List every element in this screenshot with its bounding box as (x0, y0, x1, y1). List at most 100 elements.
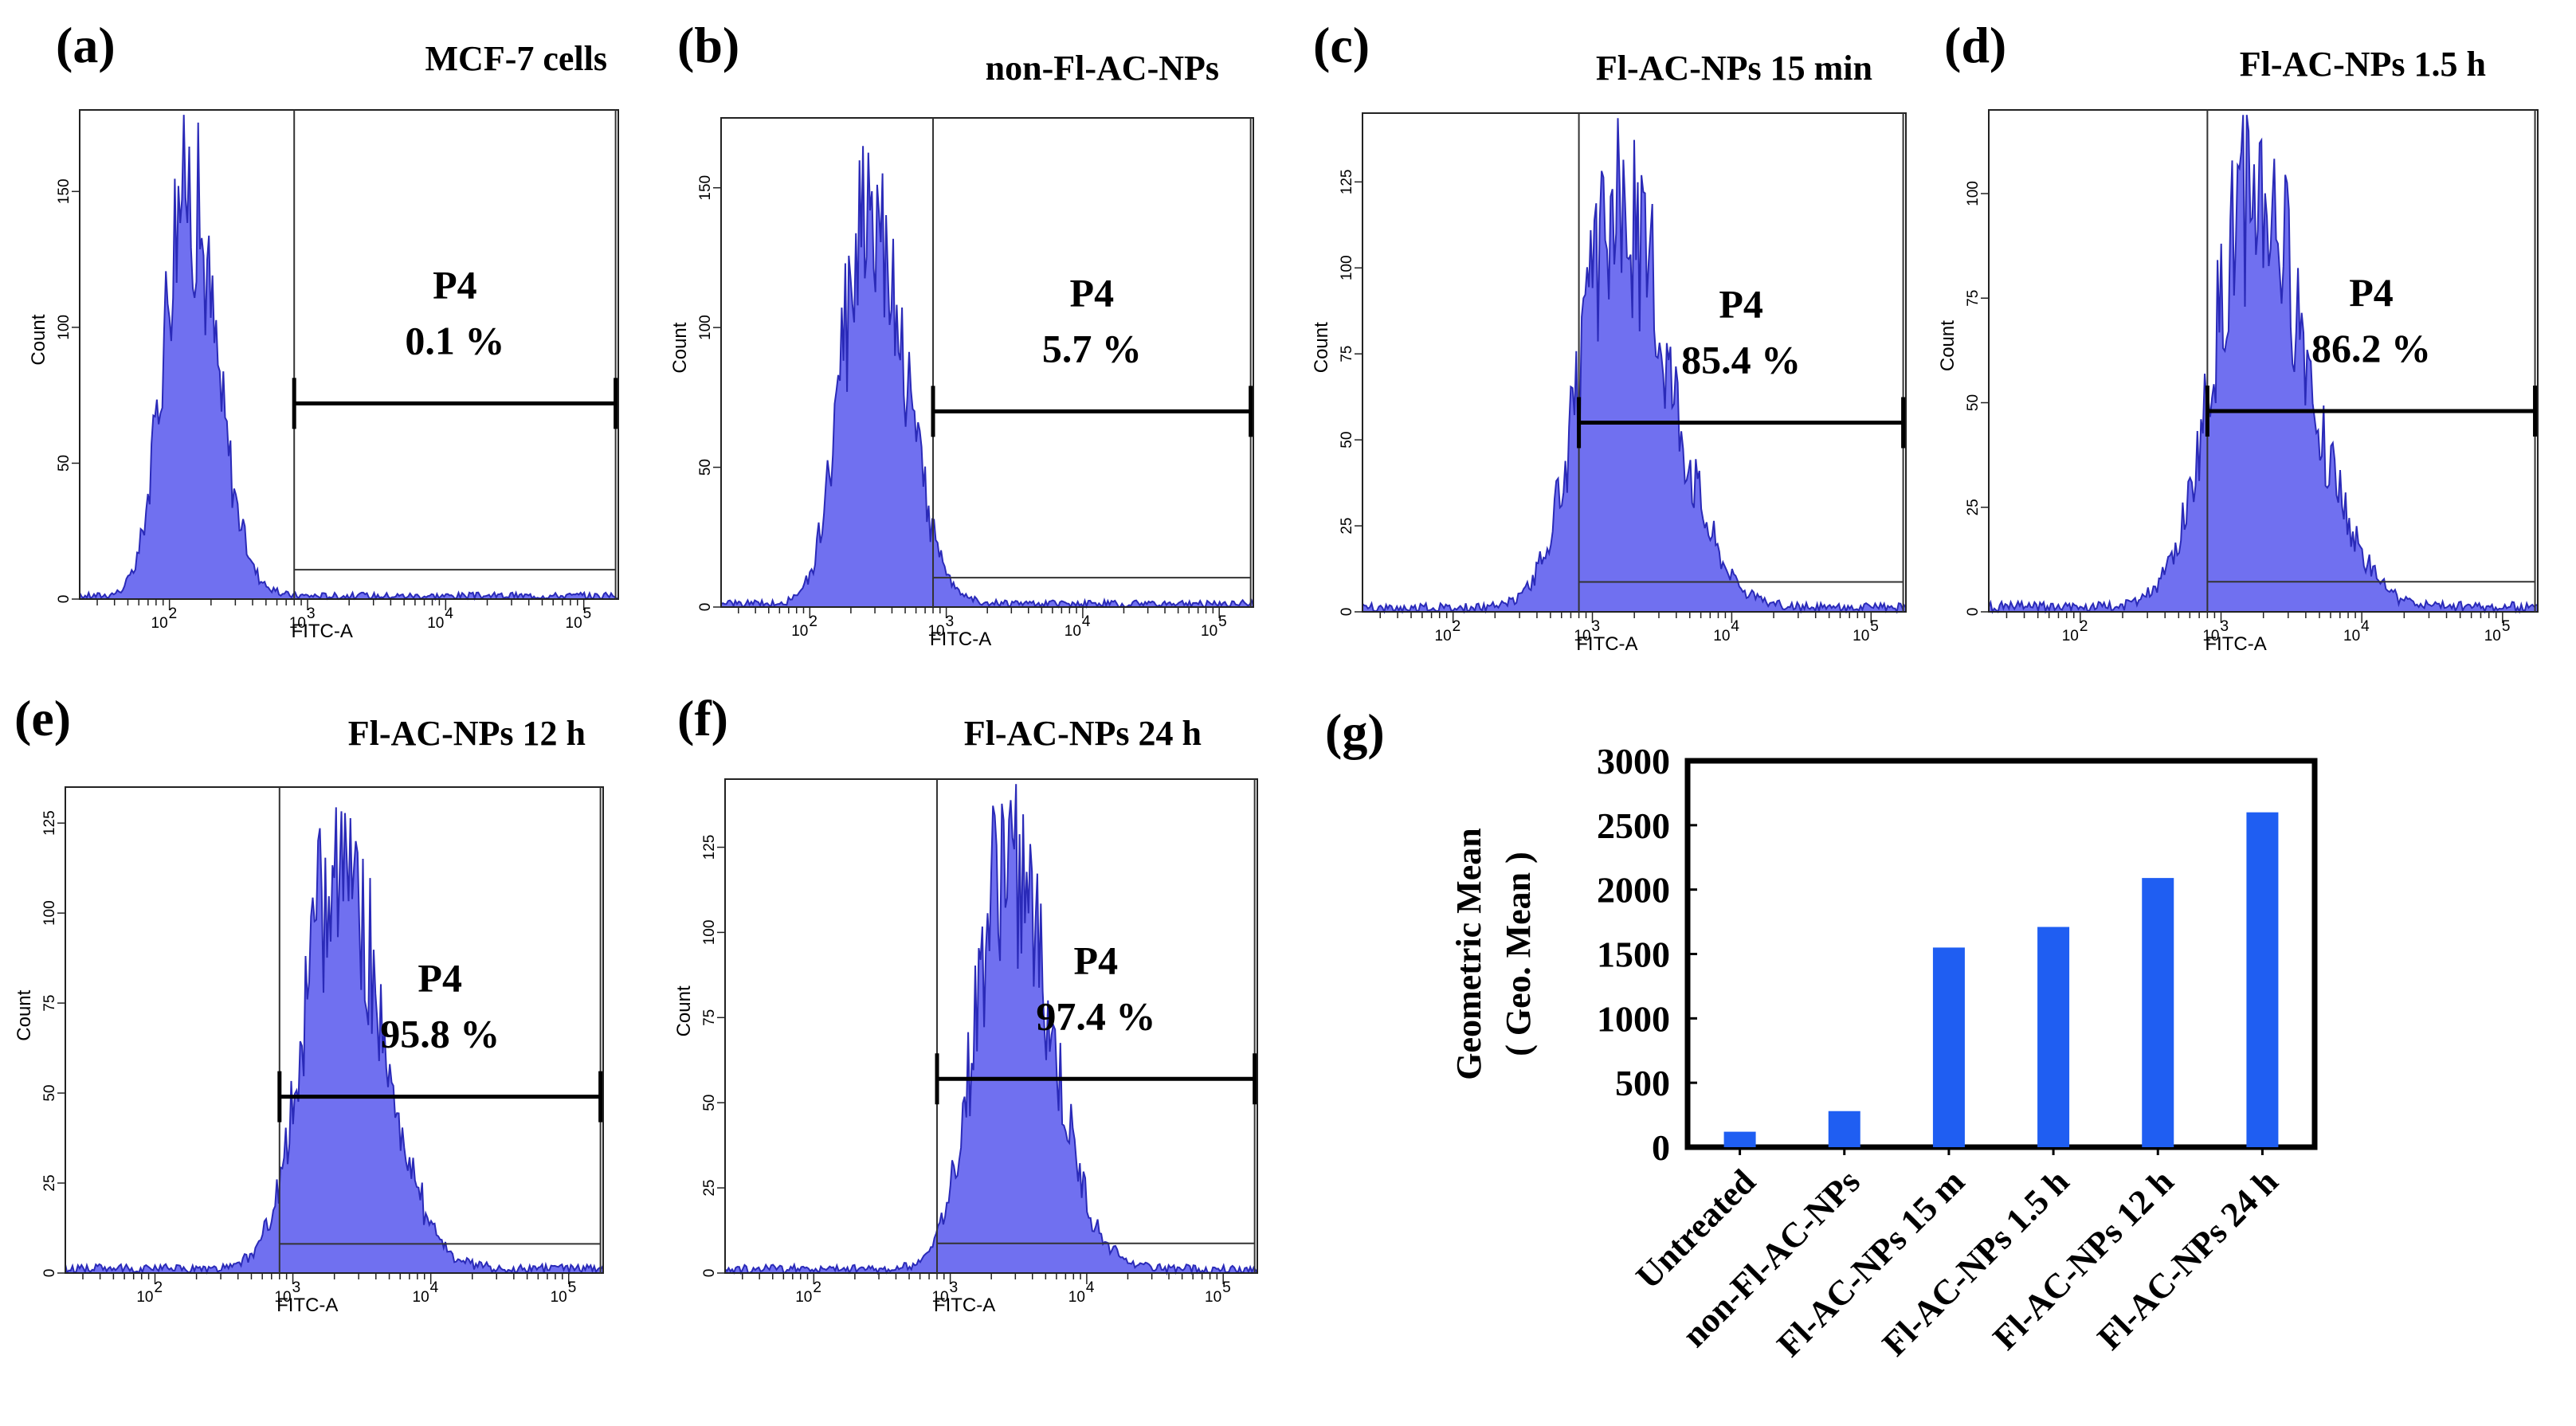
y-tick-label: 25 (701, 1180, 718, 1197)
panel-label: (f) (677, 690, 728, 746)
y-tick-label: 125 (701, 835, 718, 860)
x-tick-exponent: 5 (1218, 613, 1227, 630)
y-axis-label: Count (14, 989, 35, 1040)
gate-name: P4 (1074, 938, 1119, 982)
panel-label: (g) (1325, 703, 1385, 760)
plot-frame (720, 117, 1254, 608)
x-tick-exponent: 3 (2221, 618, 2229, 635)
y-tick-label: 0 (1339, 608, 1355, 617)
y-tick-label: 150 (56, 178, 73, 204)
bar (1723, 1131, 1756, 1147)
x-tick-label: 10 (551, 1289, 567, 1306)
histogram-fill (1362, 118, 1907, 614)
x-tick-label: 10 (2062, 628, 2079, 644)
y-axis-label: Count (1311, 322, 1332, 373)
category-label: Fl-AC-NPs 1.5 h (1875, 1162, 2076, 1363)
x-axis-label: FITC-A (276, 1295, 338, 1316)
x-tick-exponent: 5 (583, 605, 592, 622)
y-tick-label: 0 (1965, 608, 1982, 617)
x-tick-label: 10 (791, 623, 808, 640)
gate-name: P4 (418, 956, 462, 1001)
panel-title: Fl-AC-NPs 24 h (964, 714, 1202, 753)
x-tick-exponent: 2 (813, 1279, 821, 1296)
x-tick-exponent: 3 (307, 605, 316, 622)
x-tick-label: 10 (136, 1289, 153, 1306)
x-axis-label: FITC-A (1576, 633, 1637, 655)
panel-title: non-Fl-AC-NPs (986, 49, 1219, 88)
x-tick-exponent: 2 (155, 1279, 163, 1296)
gate-name: P4 (1719, 282, 1763, 327)
x-tick-exponent: 4 (1086, 1279, 1095, 1296)
histogram-fill (1988, 115, 2539, 614)
plot-frame (1684, 758, 2318, 1150)
y-tick-label: 75 (1965, 290, 1982, 307)
x-tick-exponent: 4 (445, 605, 453, 622)
y-axis-label: Geometric Mean (1449, 828, 1488, 1079)
x-tick-exponent: 2 (809, 613, 817, 630)
panel-label: (a) (56, 17, 116, 73)
x-tick-exponent: 3 (950, 1279, 959, 1296)
x-tick-label: 10 (1065, 623, 1081, 640)
y-tick-label: 1500 (1597, 934, 1670, 975)
y-tick-label: 25 (1339, 517, 1355, 534)
x-tick-exponent: 2 (2080, 618, 2088, 635)
histogram-fill (65, 807, 604, 1275)
gate-percent: 86.2 % (2311, 326, 2431, 370)
histogram-fill (79, 115, 619, 601)
category-label: non-Fl-AC-NPs (1675, 1162, 1868, 1354)
x-tick-exponent: 3 (1592, 618, 1601, 635)
y-axis-label: Count (28, 314, 49, 365)
x-tick-label: 10 (1201, 623, 1217, 640)
x-tick-label: 10 (1435, 628, 1452, 644)
y-tick-label: 2000 (1597, 870, 1670, 911)
y-tick-label: 0 (1652, 1127, 1670, 1168)
y-axis-label: Count (673, 985, 695, 1036)
x-tick-exponent: 4 (1731, 618, 1739, 635)
gate-percent: 95.8 % (380, 1012, 500, 1056)
x-tick-exponent: 4 (430, 1279, 439, 1296)
bar (2246, 812, 2279, 1147)
x-axis-label: FITC-A (934, 1295, 995, 1316)
y-tick-label: 125 (41, 810, 58, 836)
x-tick-label: 10 (2202, 628, 2219, 644)
panel-title: MCF-7 cells (425, 39, 607, 78)
y-tick-label: 50 (1965, 394, 1982, 411)
x-tick-label: 10 (274, 1289, 291, 1306)
x-tick-label: 10 (795, 1289, 812, 1306)
y-tick-label: 150 (697, 175, 714, 201)
bar (1932, 947, 1965, 1147)
gate-percent: 85.4 % (1681, 338, 1801, 382)
gate-percent: 97.4 % (1036, 993, 1155, 1038)
y-tick-label: 50 (41, 1085, 58, 1102)
y-tick-label: 0 (697, 603, 714, 612)
x-tick-label: 10 (1068, 1289, 1085, 1306)
x-tick-label: 10 (566, 615, 582, 632)
y-tick-label: 100 (1965, 181, 1982, 206)
y-tick-label: 500 (1615, 1063, 1670, 1103)
gate-percent: 5.7 % (1042, 326, 1142, 370)
x-tick-label: 10 (927, 623, 944, 640)
gate-name: P4 (2349, 270, 2394, 315)
x-tick-exponent: 5 (1870, 618, 1879, 635)
y-tick-label: 100 (41, 900, 58, 926)
bar (2037, 927, 2070, 1147)
x-tick-label: 10 (2343, 628, 2360, 644)
panel-label: (c) (1313, 17, 1370, 73)
y-tick-label: 75 (1339, 346, 1355, 362)
x-tick-exponent: 3 (946, 613, 955, 630)
panel-label: (e) (14, 690, 71, 746)
panel-label: (d) (1944, 17, 2006, 73)
x-tick-label: 10 (931, 1289, 948, 1306)
y-tick-label: 50 (701, 1095, 718, 1111)
gate-percent: 0.1 % (405, 318, 504, 362)
gate-name: P4 (1070, 270, 1115, 315)
y-tick-label: 2500 (1597, 805, 1670, 846)
y-tick-label: 75 (701, 1009, 718, 1026)
category-label: Fl-AC-NPs 12 h (1986, 1162, 2182, 1357)
y-tick-label: 100 (697, 315, 714, 340)
